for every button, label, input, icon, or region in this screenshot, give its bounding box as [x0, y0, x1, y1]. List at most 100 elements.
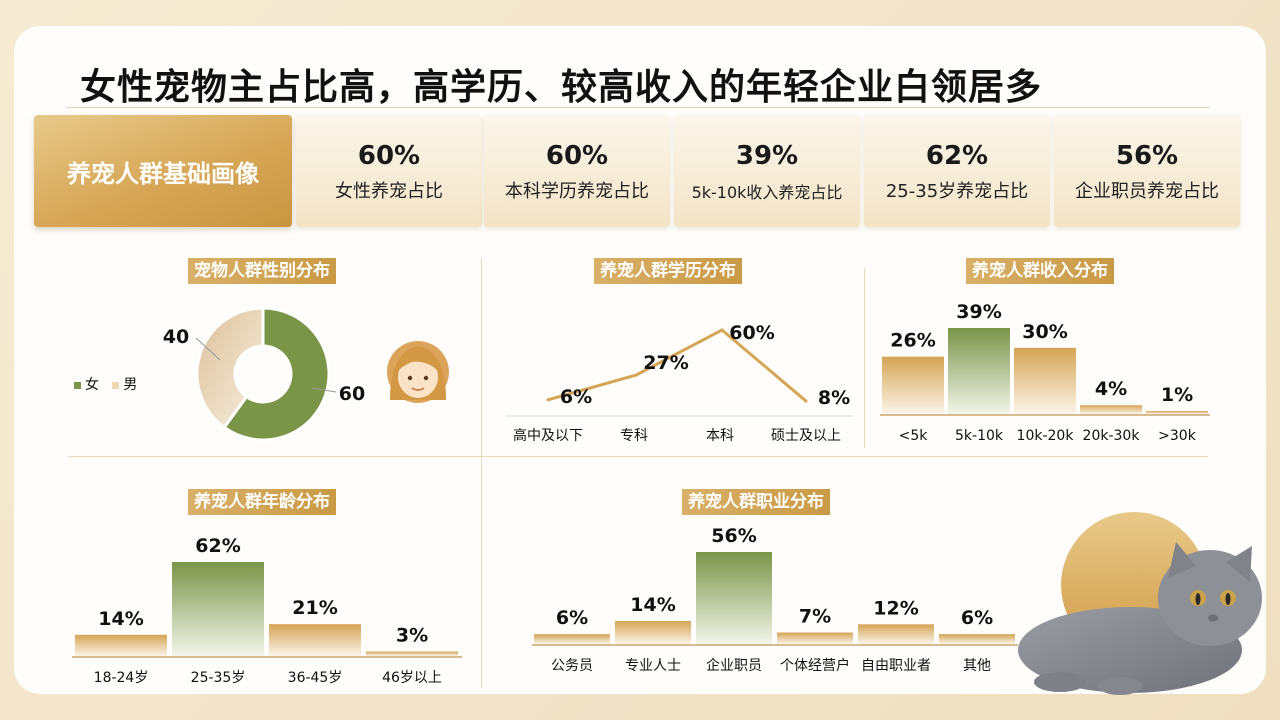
title-divider [66, 107, 1210, 108]
stat-label: 5k-10k收入养宠占比 [691, 183, 843, 202]
inc-bar-3 [1080, 405, 1142, 414]
education-value-3: 8% [818, 387, 850, 409]
occ-bar-4 [858, 624, 934, 644]
education-line [547, 328, 807, 403]
education-value-2: 60% [729, 322, 774, 344]
stat-label: 25-35岁养宠占比 [885, 181, 1029, 202]
stat-value: 60% [357, 141, 421, 171]
education-category-2: 本科 [706, 428, 734, 444]
education-line-chart: 6% 高中及以下 27% 专科 60% 本科 8% 硕士及以上 [506, 322, 852, 444]
age-category-2: 36-45岁 [288, 670, 343, 686]
age-value-2: 21% [292, 597, 337, 619]
divider-horizontal [68, 456, 1208, 457]
age-value-0: 14% [98, 608, 143, 630]
education-category-0: 高中及以下 [513, 427, 583, 444]
stat-value: 39% [735, 141, 799, 171]
occ-value-1: 14% [630, 594, 675, 616]
divider-vertical-2 [864, 268, 865, 448]
occ-category-0: 公务员 [551, 658, 593, 674]
legend-swatch-male [112, 381, 120, 389]
education-category-3: 硕士及以上 [771, 428, 841, 444]
page-title: 女性宠物主占比高，高学历、较高收入的年轻企业白领居多 [80, 67, 1043, 108]
stat-card-female: 60% 女性养宠占比 [296, 115, 482, 227]
stat-card-bachelor: 60% 本科学历养宠占比 [484, 115, 670, 227]
pie-slice-0 [222, 306, 331, 442]
occ-value-2: 56% [711, 525, 756, 547]
age-bar-chart: 14% 18-24岁 62% 25-35岁 21% 36-45岁 3% 46岁以上 [72, 535, 462, 686]
gender-pie-chart: 60 40 [163, 306, 365, 442]
inc-value-1: 39% [956, 301, 1001, 323]
occ-category-2: 企业职员 [706, 657, 762, 674]
pie-label-0: 60 [339, 383, 365, 405]
woman-avatar-icon [387, 341, 449, 403]
cat-photo-illustration [1018, 512, 1262, 695]
education-category-1: 专科 [620, 428, 648, 444]
occupation-bar-chart: 6% 公务员 14% 专业人士 56% 企业职员 7% 个体经营户 12% 自由职业者 6% 其他 [532, 525, 1018, 674]
legend-label-female: 女 [85, 377, 99, 393]
age-category-0: 18-24岁 [94, 670, 149, 686]
inc-bar-4 [1146, 411, 1208, 414]
stat-value: 60% [545, 141, 609, 171]
stat-card-age: 62% 25-35岁养宠占比 [864, 115, 1050, 227]
occ-category-4: 自由职业者 [861, 658, 931, 674]
legend-swatch-female [74, 381, 81, 389]
inc-category-1: 5k-10k [955, 428, 1004, 444]
inc-category-4: >30k [1158, 428, 1197, 444]
income-chart-title: 养宠人群收入分布 [966, 258, 1114, 284]
inc-category-0: <5k [899, 428, 929, 444]
occ-bar-1 [615, 621, 691, 644]
occ-category-5: 其他 [963, 658, 991, 674]
stat-card-occupation: 56% 企业职员养宠占比 [1054, 115, 1240, 227]
stat-label: 企业职员养宠占比 [1075, 181, 1219, 202]
education-value-1: 27% [643, 352, 688, 374]
age-chart-title: 养宠人群年龄分布 [188, 489, 336, 515]
inc-value-3: 4% [1095, 378, 1127, 400]
stat-label: 本科学历养宠占比 [505, 181, 649, 202]
age-value-1: 62% [195, 535, 240, 557]
stat-card-income: 39% 5k-10k收入养宠占比 [674, 115, 860, 227]
stat-label: 女性养宠占比 [335, 181, 443, 202]
stat-value: 56% [1115, 141, 1179, 171]
age-value-3: 3% [396, 624, 428, 646]
pie-leader-1 [195, 337, 221, 361]
pie-leader-0 [311, 387, 337, 393]
inc-value-4: 1% [1161, 384, 1193, 406]
inc-bar-1 [948, 328, 1010, 414]
occ-bar-5 [939, 634, 1015, 644]
occ-category-3: 个体经营户 [780, 657, 850, 674]
summary-main-label: 养宠人群基础画像 [34, 115, 292, 227]
occ-value-3: 7% [799, 606, 831, 628]
age-bar-3 [366, 651, 458, 656]
education-chart-title: 养宠人群学历分布 [594, 258, 742, 284]
occ-value-4: 12% [873, 597, 918, 619]
gender-chart-title: 宠物人群性别分布 [188, 258, 336, 284]
occ-bar-0 [534, 634, 610, 644]
occ-bar-2 [696, 552, 772, 644]
education-point-3 [804, 399, 808, 403]
inc-bar-0 [882, 356, 944, 414]
stat-value: 62% [925, 141, 989, 171]
education-point-0 [546, 398, 550, 402]
divider-vertical-1 [481, 258, 482, 688]
gender-legend: 女 男 [74, 374, 137, 394]
occ-category-1: 专业人士 [625, 658, 681, 674]
inc-bar-2 [1014, 347, 1076, 414]
inc-category-2: 10k-20k [1017, 428, 1075, 444]
inc-value-2: 30% [1022, 321, 1067, 343]
legend-label-male: 男 [123, 377, 138, 393]
occ-bar-3 [777, 632, 853, 644]
pie-label-1: 40 [163, 326, 189, 348]
occupation-chart-title: 养宠人群职业分布 [682, 489, 830, 515]
age-bar-2 [269, 624, 361, 656]
education-point-1 [634, 373, 638, 377]
inc-category-3: 20k-30k [1083, 428, 1141, 444]
education-point-2 [720, 328, 724, 332]
occ-value-5: 6% [961, 607, 993, 629]
education-value-0: 6% [560, 386, 592, 408]
occ-value-0: 6% [556, 607, 588, 629]
age-category-3: 46岁以上 [382, 670, 442, 686]
pie-slice-1 [195, 306, 265, 430]
income-bar-chart: 26% <5k 39% 5k-10k 30% 10k-20k 4% 20k-30k 1% >30k [880, 301, 1210, 444]
age-category-1: 25-35岁 [191, 670, 246, 686]
